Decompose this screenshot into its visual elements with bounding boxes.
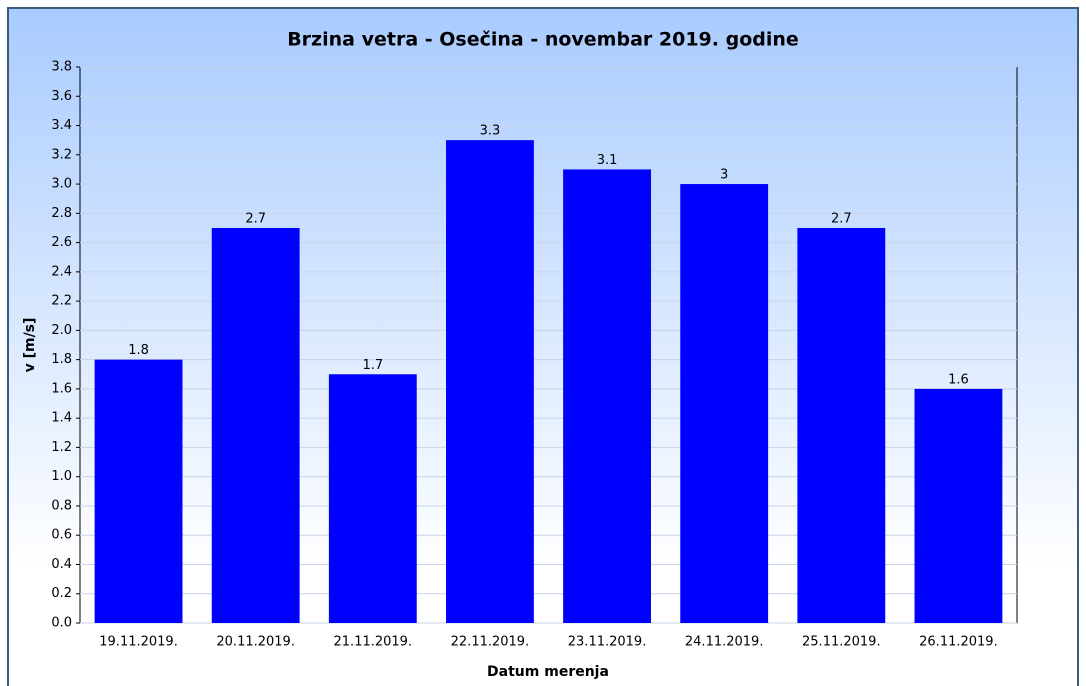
data-label: 3.3 [480,124,501,139]
bar [328,374,417,623]
x-tick-label: 23.11.2019. [568,635,647,650]
y-tick-label: 0.8 [51,498,72,513]
data-label: 1.7 [362,358,383,373]
y-tick-label: 3.6 [51,89,72,104]
y-tick-label: 1.8 [51,352,72,367]
x-tick-label: 26.11.2019. [919,635,998,650]
bar [680,184,769,624]
bar [563,169,651,623]
data-label: 1.6 [948,372,969,387]
y-tick-label: 3.4 [51,118,72,133]
bar [94,359,183,623]
bar [914,388,1003,623]
y-tick-label: 3.2 [51,147,72,162]
data-label: 3 [720,168,728,183]
y-tick-label: 0.6 [51,528,72,543]
x-tick-label: 25.11.2019. [802,635,881,650]
data-label: 1.8 [128,343,149,358]
x-axis-label: Datum merenja [487,664,609,680]
y-tick-label: 2.6 [51,235,72,250]
bar [446,140,534,623]
x-tick-label: 20.11.2019. [216,635,295,650]
x-tick-label: 22.11.2019. [451,635,530,650]
y-tick-label: 2.4 [51,264,72,279]
x-tick-label: 24.11.2019. [685,635,764,650]
y-tick-label: 1.4 [51,411,72,426]
y-tick-label: 3.0 [51,177,72,192]
y-tick-label: 0.0 [51,616,72,631]
data-label: 2.7 [831,211,852,226]
y-tick-label: 2.8 [51,206,72,221]
y-tick-label: 1.2 [51,440,72,455]
bar [211,227,300,623]
chart-frame [7,7,1079,686]
y-tick-label: 2.2 [51,294,72,309]
y-tick-label: 0.4 [51,557,72,572]
y-tick-label: 3.8 [51,60,72,75]
y-tick-label: 2.0 [51,323,72,338]
data-label: 2.7 [245,211,266,226]
y-tick-label: 1.6 [51,381,72,396]
bar [797,227,886,623]
y-tick-label: 1.0 [51,469,72,484]
x-tick-label: 19.11.2019. [99,635,178,650]
x-tick-label: 21.11.2019. [334,635,413,650]
chart-title: Brzina vetra - Osečina - novembar 2019. … [287,29,799,51]
y-tick-label: 0.2 [51,586,72,601]
data-label: 3.1 [597,153,618,168]
y-axis-label: v [m/s] [22,318,38,373]
